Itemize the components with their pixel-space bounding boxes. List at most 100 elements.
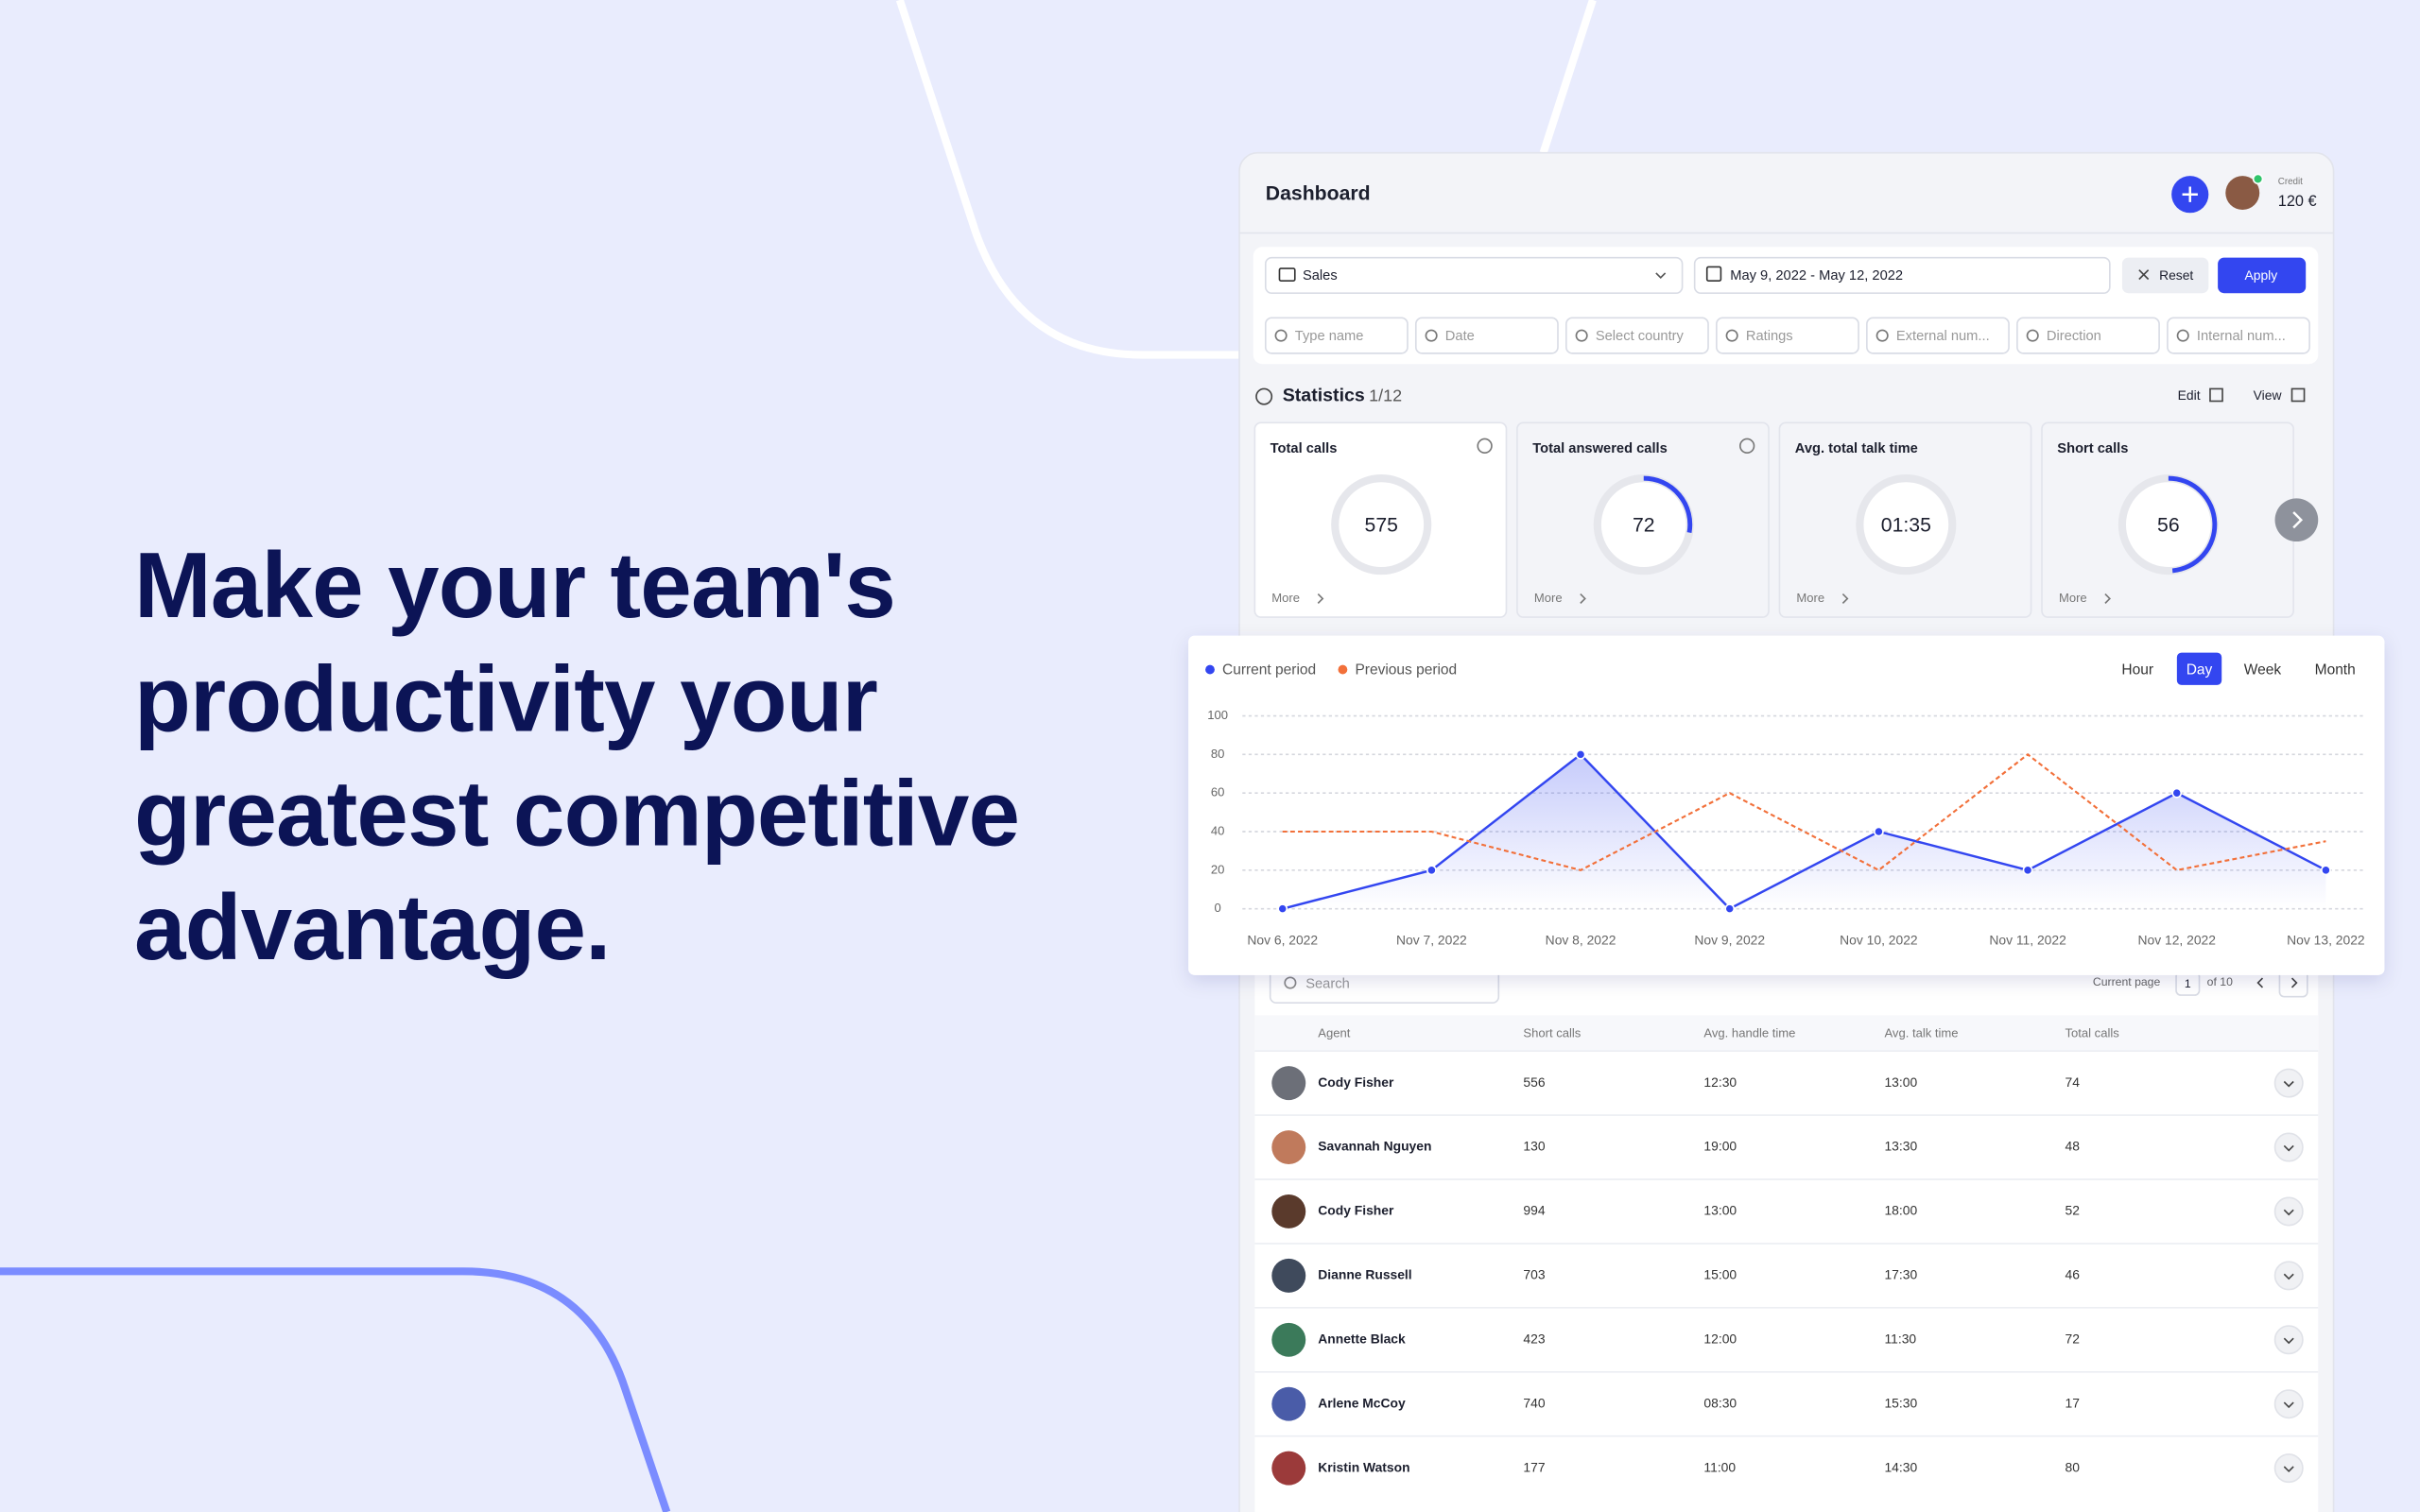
point — [2321, 865, 2331, 876]
y-tick-label: 100 — [1207, 708, 1228, 722]
x-tick-label: Nov 9, 2022 — [1694, 933, 1765, 948]
agent-avatar — [1271, 1130, 1306, 1164]
chevron — [2283, 1401, 2294, 1409]
user-avatar[interactable] — [2225, 176, 2260, 211]
line — [1282, 753, 2326, 872]
agent-name: Cody Fisher — [1318, 1074, 1394, 1090]
cell: 11:30 — [1884, 1331, 1916, 1346]
chevron — [2292, 511, 2304, 529]
card-more[interactable]: More — [1796, 591, 1824, 605]
cell: 12:00 — [1703, 1331, 1737, 1346]
group-value: Sales — [1303, 268, 1338, 284]
group-select[interactable] — [1264, 256, 1684, 295]
decor-line — [1539, 0, 1597, 154]
status-dot — [2252, 173, 2264, 185]
field-icon — [2026, 329, 2039, 342]
column-header: Avg. talk time — [1884, 1025, 1958, 1040]
filter-field[interactable] — [1414, 317, 1559, 354]
column-header: Short calls — [1523, 1025, 1581, 1040]
chevron — [2283, 1337, 2294, 1345]
page-label: Current page — [2093, 975, 2161, 988]
cell: 15:00 — [1703, 1267, 1737, 1282]
card-more[interactable]: More — [1534, 591, 1563, 605]
y-tick-label: 60 — [1211, 785, 1225, 799]
headline-line: Make your team's — [134, 533, 895, 637]
agent-table: Agent Short calls Avg. handle time Avg. tal… — [1254, 1025, 2319, 1486]
prev-page[interactable] — [2256, 977, 2264, 988]
apply-button[interactable] — [2218, 257, 2307, 294]
filter-field[interactable] — [2167, 317, 2310, 354]
cell: 17 — [2065, 1395, 2080, 1410]
chevron — [2283, 1466, 2294, 1473]
field-placeholder: Direction — [2047, 329, 2101, 344]
filter-field[interactable] — [1866, 317, 2010, 354]
ring-progress — [1643, 475, 1693, 534]
agent-avatar — [1271, 1066, 1306, 1101]
filter-field[interactable] — [1716, 317, 1859, 354]
cell: 15:30 — [1884, 1395, 1917, 1410]
agent-avatar — [1271, 1451, 1306, 1486]
page-number: 1 — [2185, 977, 2191, 990]
cell: 11:00 — [1703, 1459, 1736, 1474]
x-tick-label: Nov 10, 2022 — [1840, 933, 1918, 948]
reset-button[interactable] — [2121, 257, 2209, 294]
cell: 556 — [1523, 1074, 1545, 1090]
expand-button[interactable] — [2273, 1389, 2304, 1419]
view-button[interactable]: View — [2254, 387, 2283, 403]
period-active — [2176, 652, 2222, 685]
period-button[interactable]: Hour — [2121, 662, 2153, 678]
chart-card — [1188, 635, 2385, 975]
card-more[interactable]: More — [2059, 591, 2087, 605]
area — [1282, 754, 2326, 909]
filter-field[interactable] — [2016, 317, 2160, 354]
legend-dot — [1205, 664, 1215, 675]
cell: 08:30 — [1703, 1395, 1737, 1410]
period-button[interactable]: Week — [2244, 662, 2282, 678]
decor-line — [0, 1267, 671, 1512]
filter-field[interactable] — [1264, 317, 1409, 354]
cell: 14:30 — [1884, 1459, 1917, 1474]
chevron — [1317, 593, 1324, 604]
period-button[interactable]: Day — [2187, 662, 2213, 678]
expand-button[interactable] — [2273, 1261, 2304, 1291]
x-tick-label: Nov 8, 2022 — [1546, 933, 1616, 948]
cell: 703 — [1523, 1267, 1545, 1282]
agent-name: Kristin Watson — [1318, 1459, 1409, 1474]
icon — [1705, 266, 1722, 282]
search-icon — [1284, 976, 1297, 989]
y-tick-label: 40 — [1211, 823, 1225, 837]
field-icon — [1876, 329, 1889, 342]
date-input[interactable] — [1693, 256, 2111, 295]
point — [2022, 865, 2033, 876]
agent-name: Dianne Russell — [1318, 1267, 1411, 1282]
chevron — [2104, 593, 2111, 604]
card-label: Total calls — [1270, 441, 1338, 456]
icon — [2209, 387, 2223, 403]
expand-button[interactable] — [2273, 1132, 2304, 1162]
headline-line: productivity your — [134, 647, 877, 751]
card-more[interactable]: More — [1271, 591, 1300, 605]
cell: 740 — [1523, 1395, 1545, 1410]
card-value: 575 — [1365, 514, 1398, 536]
expand-button[interactable] — [2273, 1453, 2304, 1484]
credit-value: 120 € — [2278, 193, 2317, 210]
decor-line — [895, 0, 1240, 359]
next-button[interactable] — [2274, 498, 2319, 542]
expand-button[interactable] — [2273, 1325, 2304, 1355]
edit-button[interactable]: Edit — [2178, 387, 2201, 403]
cell: 177 — [1523, 1459, 1545, 1474]
chevron — [1655, 272, 1667, 280]
period-button[interactable]: Month — [2315, 662, 2356, 678]
legend-label: Current period — [1222, 662, 1316, 678]
agent-name: Savannah Nguyen — [1318, 1139, 1431, 1154]
chart: 0 20 40 60 80 100 Nov 6, 2022 Nov 7, 2022 Nov 8,… — [1205, 652, 2366, 948]
legend-dot — [1338, 664, 1348, 675]
headline-line: greatest competitive — [134, 761, 1019, 865]
x-tick-label: Nov 7, 2022 — [1396, 933, 1467, 948]
cell: 48 — [2065, 1139, 2080, 1154]
filter-field[interactable] — [1564, 317, 1709, 354]
point — [1874, 826, 1884, 837]
expand-button[interactable] — [2273, 1068, 2304, 1098]
expand-button[interactable] — [2273, 1196, 2304, 1227]
